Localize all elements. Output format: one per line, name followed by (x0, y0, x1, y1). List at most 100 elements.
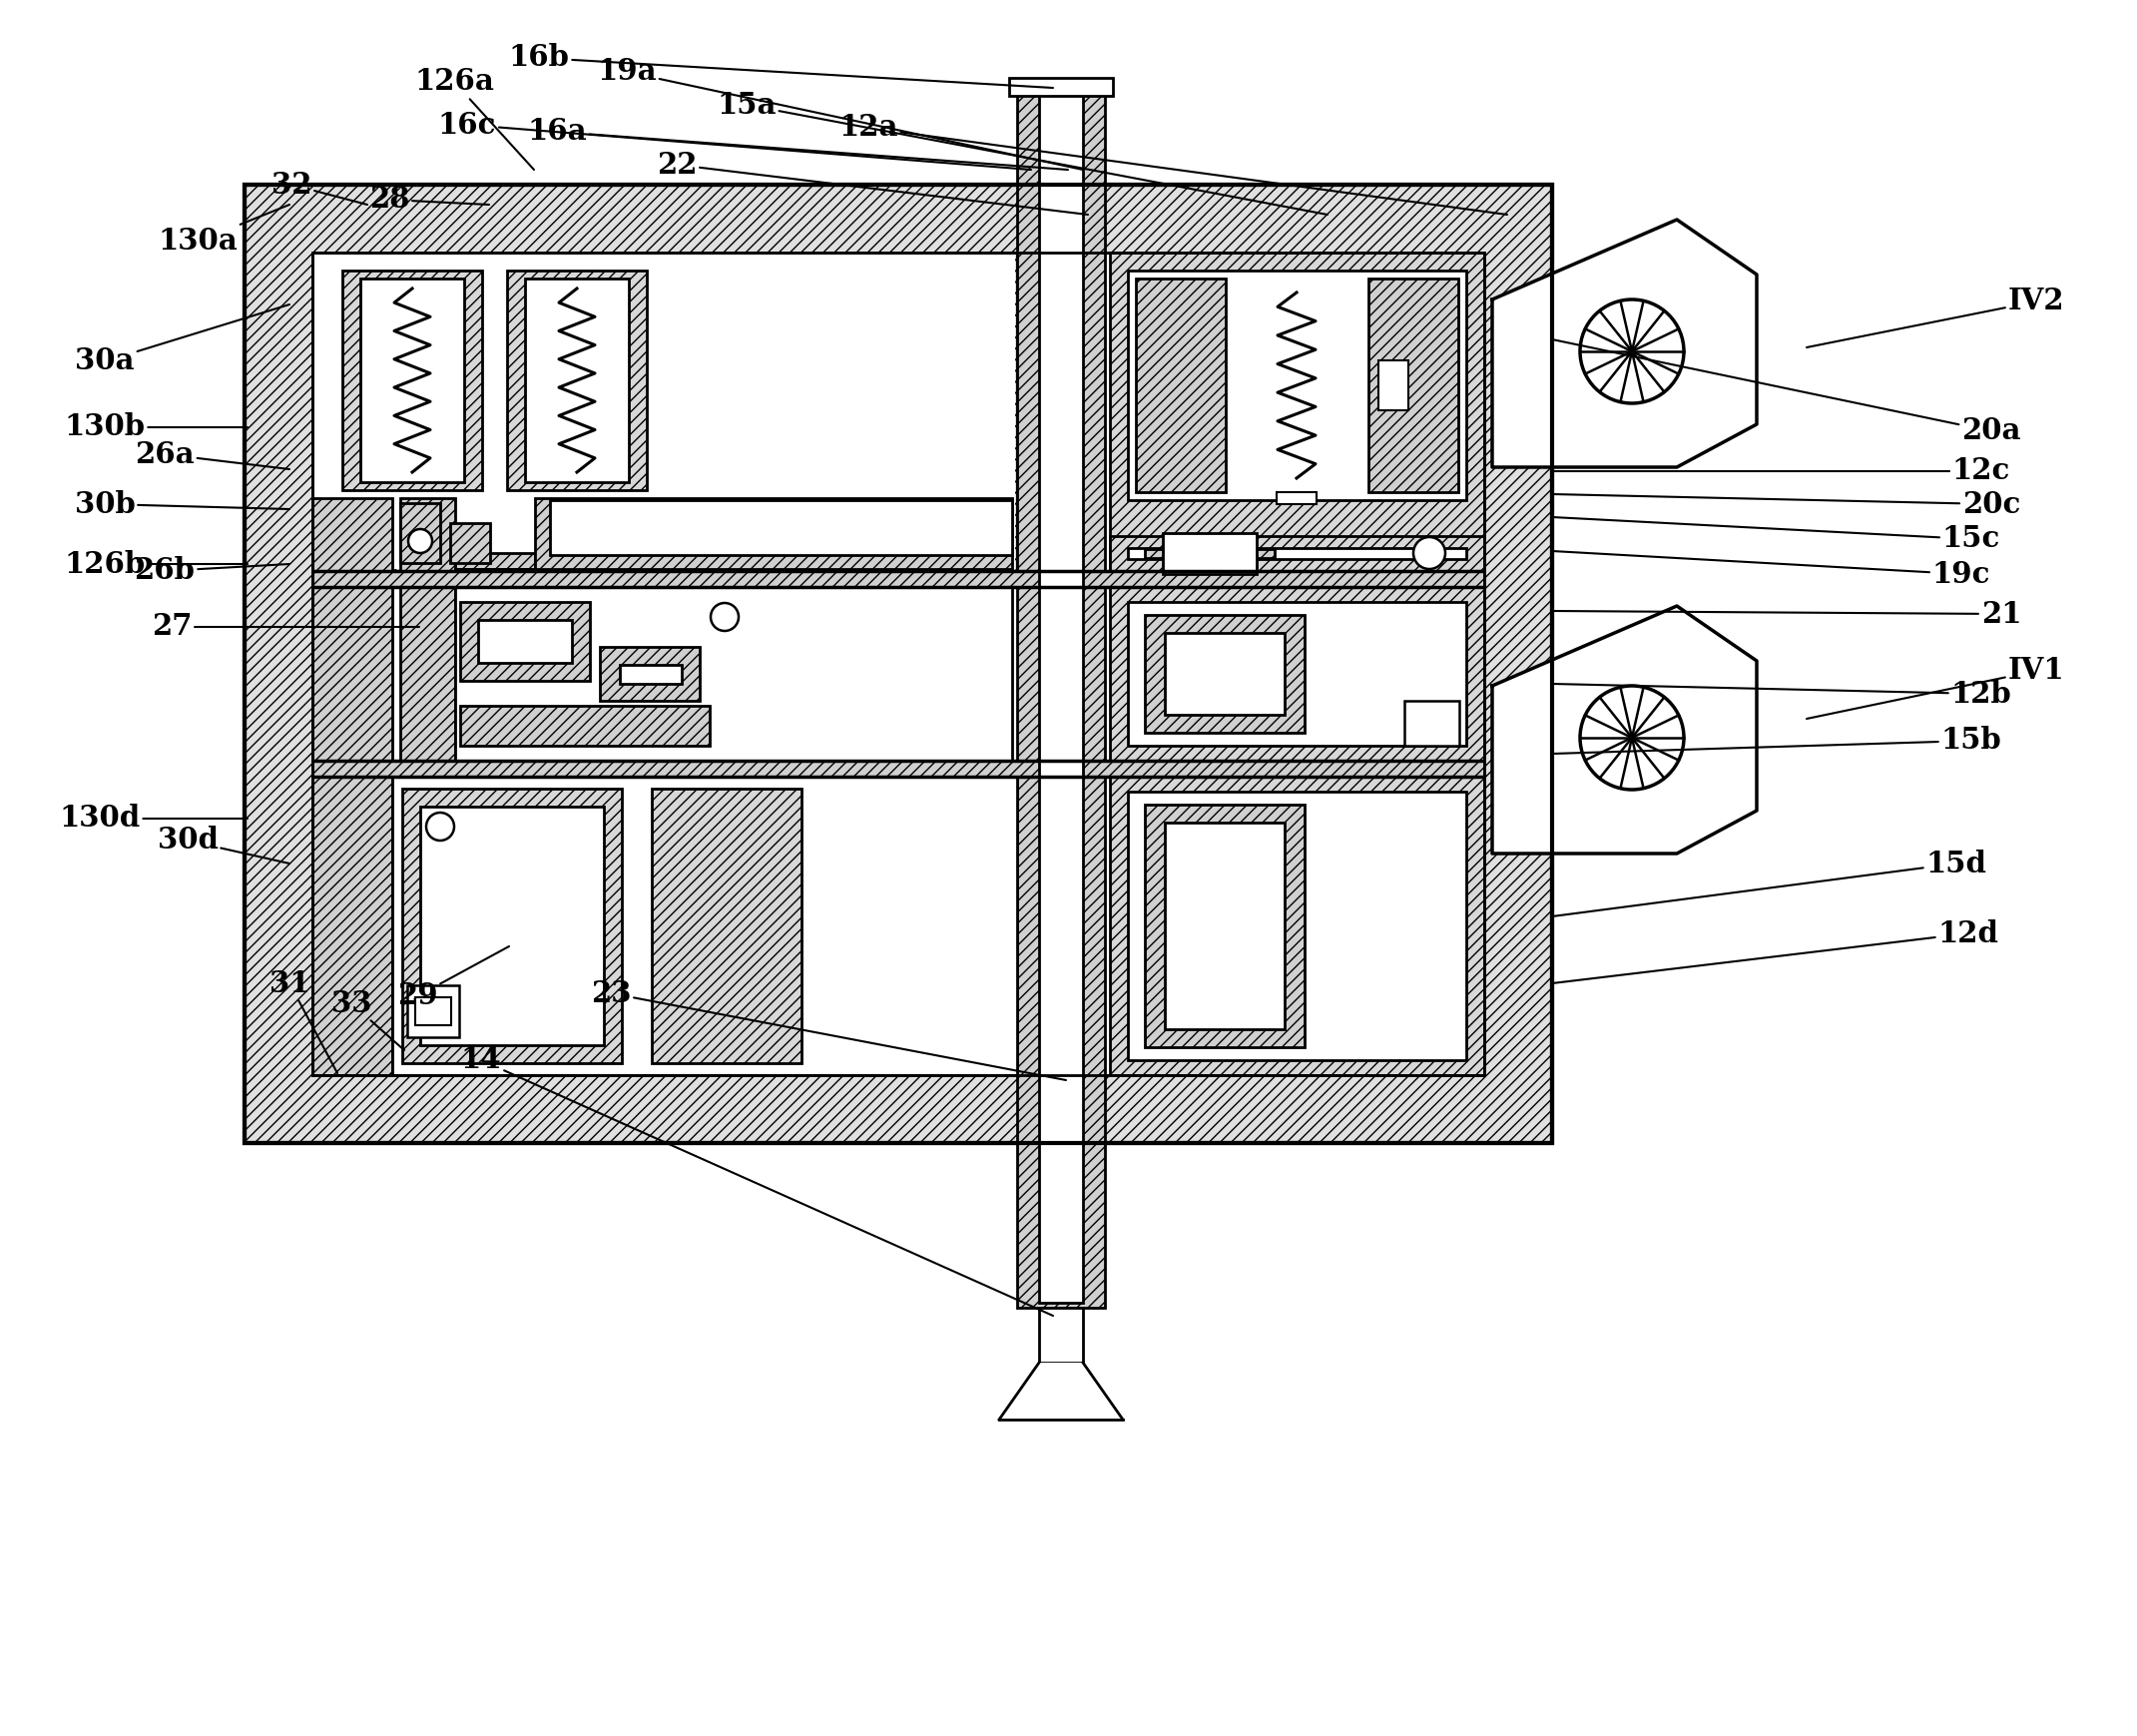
Bar (620, 665, 682, 684)
Bar (312, 252, 1485, 1075)
Text: 14: 14 (462, 1045, 1054, 1316)
Bar (314, 255, 1015, 569)
Bar (1017, 89, 1105, 1307)
Bar (459, 707, 709, 746)
Bar (244, 184, 1551, 1142)
Bar (1137, 278, 1227, 491)
Text: IV1: IV1 (1806, 656, 2064, 719)
Text: 130a: 130a (158, 205, 288, 255)
Circle shape (712, 602, 739, 630)
Bar (1109, 536, 1485, 571)
Text: 12c: 12c (1551, 457, 2011, 486)
Bar (1163, 533, 1257, 575)
Bar (1128, 271, 1466, 500)
Bar (506, 271, 648, 490)
Bar (549, 500, 1013, 556)
Bar (1009, 78, 1113, 95)
Bar (312, 498, 393, 571)
Text: 16a: 16a (528, 118, 1068, 170)
Bar (459, 602, 590, 681)
Text: 12b: 12b (1551, 679, 2011, 708)
Text: 12d: 12d (1551, 918, 1998, 983)
Text: 15b: 15b (1551, 726, 2002, 755)
Bar (652, 788, 801, 1062)
Bar (1128, 792, 1466, 1061)
Bar (312, 252, 1017, 571)
Text: 22: 22 (656, 151, 1088, 215)
Bar (1039, 1307, 1083, 1363)
Bar (312, 776, 393, 1075)
Text: 29: 29 (397, 946, 509, 1010)
Bar (1378, 361, 1408, 410)
Bar (400, 503, 440, 562)
Bar (1128, 549, 1466, 559)
Bar (402, 788, 622, 1062)
Text: IV2: IV2 (1806, 286, 2064, 347)
Bar (534, 498, 1013, 571)
Text: 30b: 30b (75, 490, 288, 519)
Bar (451, 523, 489, 562)
Bar (244, 184, 1551, 1142)
Bar (400, 587, 455, 760)
Circle shape (1579, 300, 1684, 403)
Text: 30a: 30a (75, 304, 288, 377)
Circle shape (408, 529, 432, 554)
Text: 20a: 20a (1551, 340, 2022, 446)
Polygon shape (1000, 1363, 1122, 1420)
Bar (1276, 491, 1316, 503)
Bar (1165, 634, 1284, 715)
Bar (1128, 602, 1466, 746)
Bar (1109, 587, 1485, 760)
Text: 23: 23 (590, 979, 1066, 1080)
Text: 130d: 130d (60, 804, 248, 833)
Circle shape (425, 812, 455, 840)
Text: 27: 27 (152, 613, 419, 641)
Polygon shape (1492, 220, 1757, 467)
Circle shape (1579, 686, 1684, 790)
Bar (600, 648, 699, 701)
Bar (312, 760, 1485, 776)
Text: 130b: 130b (64, 413, 248, 441)
Bar (361, 278, 464, 483)
Text: 33: 33 (331, 990, 404, 1050)
Bar (1165, 823, 1284, 1029)
Bar (455, 554, 534, 569)
Bar (1145, 804, 1304, 1047)
Bar (1145, 549, 1274, 557)
Text: 20c: 20c (1551, 490, 2019, 519)
Text: 15d: 15d (1551, 849, 1987, 917)
Bar (408, 986, 459, 1036)
Text: 12a: 12a (838, 113, 1507, 215)
Text: 19a: 19a (596, 57, 1083, 170)
Polygon shape (1492, 606, 1757, 854)
Circle shape (1413, 536, 1445, 569)
Bar (1109, 252, 1485, 571)
Bar (479, 620, 573, 663)
Text: 15c: 15c (1551, 517, 2000, 554)
Bar (400, 498, 455, 571)
Text: 32: 32 (271, 170, 368, 205)
Text: 28: 28 (370, 186, 489, 214)
Bar (526, 278, 628, 483)
Text: 126b: 126b (64, 550, 248, 578)
Text: 30d: 30d (158, 826, 288, 863)
Text: 31: 31 (269, 969, 338, 1073)
Text: 15a: 15a (716, 90, 1327, 215)
Text: 16b: 16b (509, 43, 1054, 89)
Bar (1368, 278, 1457, 491)
Text: 26a: 26a (135, 439, 288, 469)
Bar (312, 587, 393, 760)
Bar (455, 587, 1013, 760)
Bar (312, 571, 1485, 587)
Bar (421, 807, 605, 1045)
Text: 126a: 126a (415, 68, 534, 170)
Text: 19c: 19c (1551, 550, 1990, 589)
Text: 26b: 26b (135, 557, 288, 585)
Bar (342, 271, 483, 490)
Text: 16c: 16c (438, 111, 1030, 170)
Bar (1039, 92, 1083, 1302)
Bar (1145, 615, 1304, 733)
Bar (1109, 776, 1485, 1075)
Text: 21: 21 (1551, 599, 2022, 628)
Bar (415, 996, 451, 1026)
